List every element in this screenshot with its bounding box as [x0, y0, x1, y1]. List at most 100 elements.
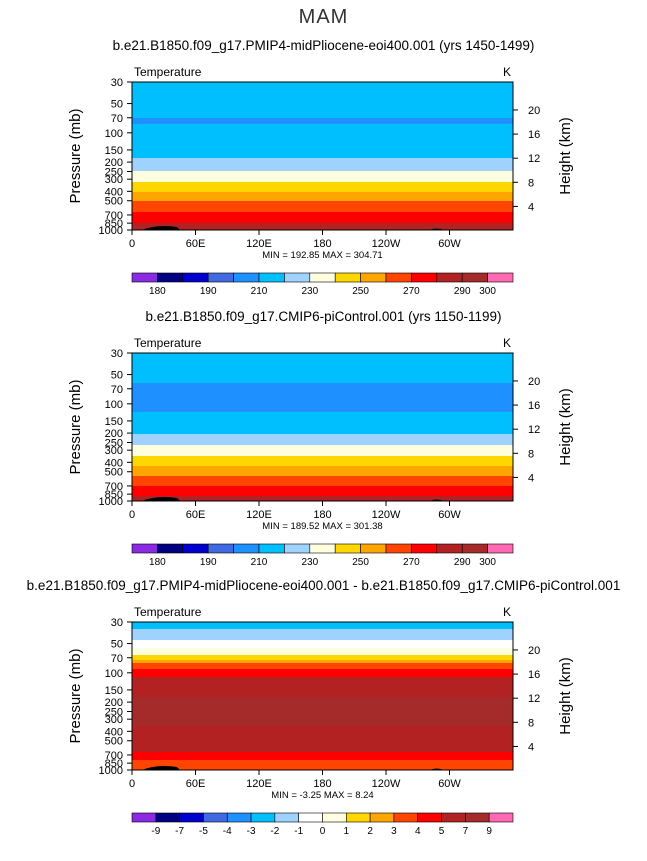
colorbar-swatch — [417, 812, 442, 823]
y-tick-label: 250 — [105, 166, 123, 178]
x-tick-label: 180 — [313, 778, 331, 790]
colorbar-label: 180 — [149, 557, 166, 568]
colorbar-swatch — [385, 543, 412, 554]
y-tick-label: 500 — [105, 467, 123, 479]
colorbar-label: 5 — [439, 826, 445, 837]
y-axis-right: 20 16 12 8 4 — [513, 376, 540, 484]
colorbar-swatch — [488, 812, 514, 823]
y-tick-label: 400 — [105, 457, 123, 469]
colorbar-swatch — [309, 272, 336, 283]
colorbar-swatch — [334, 272, 361, 283]
y-right-tick-label: 12 — [528, 693, 540, 705]
y-tick-label: 700 — [105, 481, 123, 493]
colorbar-swatch — [309, 543, 336, 554]
y-tick-label: 150 — [105, 416, 123, 428]
x-axis: 0 60E 120E 180 120W 60W — [129, 230, 461, 250]
contour-band — [132, 476, 513, 487]
y-tick-label: 300 — [105, 445, 123, 457]
contour-band — [132, 648, 513, 656]
colorbar: 180 190 210 230 250 270 290 300 — [131, 543, 514, 568]
colorbar-label: 270 — [403, 557, 420, 568]
colorbar-swatch — [131, 272, 158, 283]
y-right-tick-label: 20 — [528, 376, 540, 388]
colorbar-label: -2 — [270, 826, 279, 837]
y-tick-label: 850 — [105, 489, 123, 501]
x-tick-label: 60E — [186, 238, 206, 250]
contour-band — [132, 760, 513, 770]
temperature-field — [132, 622, 513, 770]
colorbar-label: 270 — [403, 286, 420, 297]
y-tick-label: 70 — [111, 384, 123, 396]
colorbar-label: -7 — [175, 826, 184, 837]
colorbar-swatch — [250, 812, 276, 823]
contour-band — [132, 192, 513, 202]
colorbar-label: 300 — [479, 286, 496, 297]
y-right-tick-label: 12 — [528, 424, 540, 436]
colorbar-label: 230 — [301, 286, 318, 297]
colorbar-label: 1 — [344, 826, 350, 837]
y-right-tick-label: 8 — [528, 448, 534, 460]
x-tick-label: 180 — [313, 238, 331, 250]
colorbar-swatch — [322, 812, 347, 823]
contour-band — [132, 496, 513, 501]
y-tick-label: 850 — [105, 218, 123, 230]
y-tick-label: 850 — [105, 758, 123, 770]
units-label: K — [503, 605, 511, 619]
colorbar: 180 190 210 230 250 270 290 300 — [131, 272, 514, 297]
variable-label: Temperature — [134, 65, 202, 79]
min-max-label: MIN = -3.25 MAX = 8.24 — [271, 790, 373, 801]
y-tick-label: 200 — [105, 697, 123, 709]
colorbar-swatch — [157, 272, 184, 283]
y-tick-label: 70 — [111, 653, 123, 665]
y-tick-label: 50 — [111, 99, 123, 111]
contour-band — [132, 445, 513, 457]
x-tick-label: 60W — [438, 778, 461, 790]
colorbar-swatch — [385, 272, 412, 283]
colorbar-swatch — [182, 272, 209, 283]
colorbar-swatch — [461, 543, 488, 554]
topography-land — [142, 766, 180, 770]
colorbar: -9 -7 -5 -4 -3 -2 -1 0 1 2 3 4 5 7 9 — [131, 812, 514, 837]
colorbar-label: 9 — [486, 826, 492, 837]
panel-3-title: b.e21.B1850.f09_g17.PMIP4-midPliocene-eo… — [26, 578, 621, 593]
contour-band — [132, 201, 513, 213]
min-max-label: MIN = 189.52 MAX = 301.38 — [262, 521, 382, 532]
panel-2-chart: 3050701001502002503004005007008501000Pre… — [67, 336, 574, 568]
x-tick-label: 120E — [246, 238, 272, 250]
colorbar-label: 3 — [391, 826, 397, 837]
colorbar-swatch — [465, 812, 490, 823]
contour-band — [132, 171, 513, 183]
colorbar-label: 230 — [301, 557, 318, 568]
y-tick-label: 200 — [105, 428, 123, 440]
colorbar-label: -9 — [151, 826, 160, 837]
variable-label: Temperature — [134, 336, 202, 350]
colorbar-swatch — [284, 543, 311, 554]
y-right-tick-label: 16 — [528, 400, 540, 412]
contour-band — [132, 182, 513, 193]
colorbar-swatch — [436, 543, 463, 554]
colorbar-label: 180 — [149, 286, 166, 297]
colorbar-swatch — [487, 272, 514, 283]
colorbar-label: -5 — [199, 826, 208, 837]
topography-land — [142, 226, 180, 230]
x-tick-label: 60W — [438, 238, 461, 250]
panel-1-title: b.e21.B1850.f09_g17.PMIP4-midPliocene-eo… — [112, 38, 535, 53]
y-tick-label: 700 — [105, 210, 123, 222]
units-label: K — [503, 336, 511, 350]
panel-1-chart: 3050701001502002503004005007008501000Pre… — [67, 65, 574, 297]
y-right-tick-label: 8 — [528, 177, 534, 189]
colorbar-swatch — [298, 812, 323, 823]
x-tick-label: 0 — [129, 238, 135, 250]
y-right-tick-label: 20 — [528, 645, 540, 657]
y-axis-title: Pressure (mb) — [67, 648, 84, 743]
contour-band — [132, 82, 513, 119]
colorbar-swatch — [360, 272, 387, 283]
panel-2-title: b.e21.B1850.f09_g17.CMIP6-piControl.001 … — [145, 309, 502, 324]
colorbar-swatch — [131, 812, 157, 823]
y-tick-label: 70 — [111, 113, 123, 125]
y-tick-label: 1000 — [99, 225, 123, 237]
colorbar-swatch — [411, 272, 438, 283]
contour-band — [132, 353, 513, 384]
colorbar-swatch — [233, 543, 260, 554]
